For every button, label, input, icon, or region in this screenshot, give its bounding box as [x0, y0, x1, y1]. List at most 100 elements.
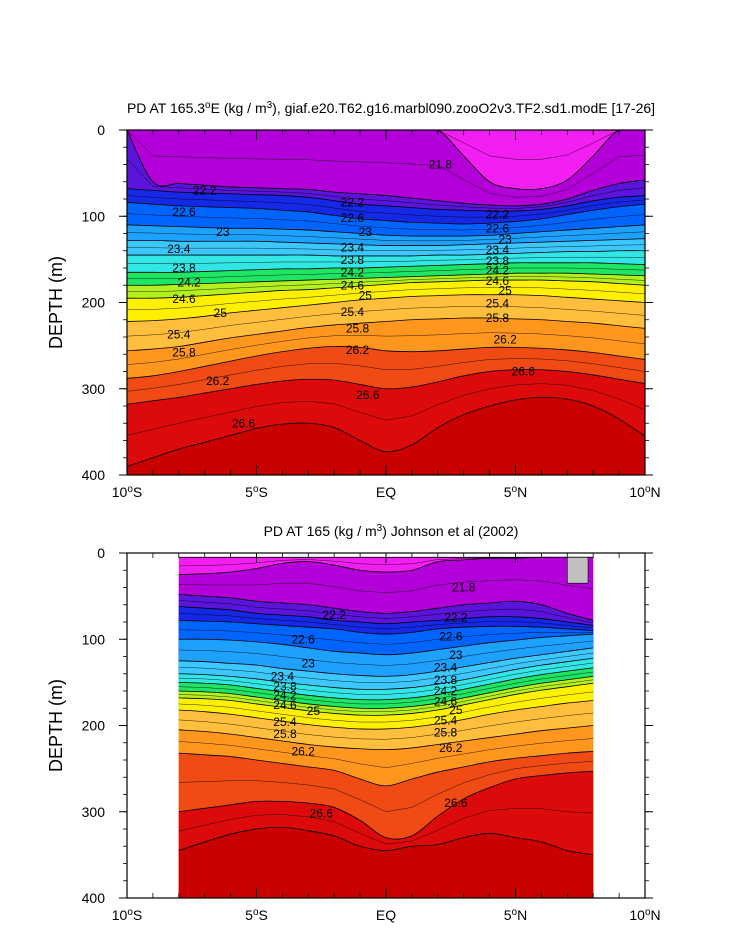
- contour-label: 22.6: [439, 630, 463, 644]
- contour-line-21.8: [178, 556, 594, 575]
- x-tick-label: 10oN: [629, 484, 660, 501]
- contour-line-21.8: [127, 130, 645, 191]
- contour-label: 23: [498, 233, 512, 247]
- contour-midline: [127, 358, 645, 392]
- contour-midline: [127, 130, 645, 160]
- x-tick-label: 5oS: [245, 484, 268, 501]
- y-tick-label: 100: [82, 208, 106, 224]
- contour-line-22.4: [127, 202, 645, 225]
- contour-fill-26.8: [127, 397, 645, 475]
- contour-label: 26.2: [206, 374, 230, 388]
- contour-label: 25.4: [434, 713, 458, 727]
- chart-title: PD AT 165 (kg / m3) Johnson et al (2002): [264, 523, 519, 540]
- contour-label: 22.6: [486, 221, 510, 235]
- contour-label: 26.2: [346, 343, 370, 357]
- contour-midline: [178, 640, 594, 666]
- contour-line-26.2: [178, 750, 594, 787]
- contour-midline: [178, 738, 594, 769]
- contour-line-24: [178, 667, 594, 701]
- x-tick-label: EQ: [376, 484, 396, 500]
- contour-midline: [178, 600, 594, 624]
- contour-line-24.8: [127, 279, 645, 299]
- contour-label: 25.8: [172, 346, 196, 360]
- contour-line-22: [178, 594, 594, 621]
- y-tick-label: 0: [97, 545, 105, 561]
- contour-label: 25.8: [434, 725, 458, 739]
- contour-labels: 21.822.222.62323.423.824.224.62525.425.8…: [167, 158, 535, 431]
- contour-label: 25: [307, 704, 321, 718]
- contour-label: 21.8: [429, 158, 453, 172]
- contour-midline: [178, 671, 594, 705]
- contour-label: 26.6: [512, 365, 536, 379]
- contour-label: 22.2: [486, 208, 510, 222]
- panel-1: 21.822.222.62323.423.824.224.62525.425.8…: [46, 100, 661, 501]
- contour-label: 23: [216, 225, 230, 239]
- contour-midline: [127, 267, 645, 280]
- contour-label: 25.4: [273, 715, 297, 729]
- contour-label: 21.8: [452, 581, 476, 595]
- contour-label: 25: [359, 289, 373, 303]
- contour-label: 25.4: [341, 305, 365, 319]
- x-tick-label: 10oS: [112, 484, 142, 501]
- contour-line-22.2: [127, 188, 645, 212]
- contour-label: 25.4: [486, 296, 510, 310]
- x-tick-label: 5oN: [504, 484, 527, 501]
- contour-midline: [178, 712, 594, 740]
- y-tick-label: 400: [82, 467, 106, 483]
- contour-label: 26.2: [493, 333, 517, 347]
- contour-label: 23.4: [271, 669, 295, 683]
- contour-label: 26.6: [356, 388, 380, 402]
- contour-label: 23: [359, 225, 373, 239]
- contour-label: 26.6: [232, 416, 256, 430]
- contour-midline: [127, 159, 645, 209]
- contour-label: 23.8: [172, 261, 196, 275]
- contour-label: 25.8: [346, 321, 370, 335]
- contour-label: 24.2: [434, 684, 458, 698]
- contour-label: 24.6: [434, 694, 458, 708]
- missing-data-patch: [566, 557, 589, 584]
- contour-label: 25: [214, 306, 228, 320]
- contour-label: 24.6: [486, 274, 510, 288]
- contour-midline: [178, 629, 594, 645]
- contour-label: 23.4: [486, 243, 510, 257]
- y-tick-label: 200: [82, 295, 106, 311]
- contour-midline: [178, 679, 594, 712]
- x-tick-label: 5oS: [245, 907, 268, 924]
- contour-line-26.6: [178, 770, 594, 840]
- contour-label: 22.6: [291, 632, 315, 646]
- contour-line-25.2: [127, 294, 645, 322]
- contour-label: 22.6: [172, 205, 196, 219]
- contour-fill-26.8: [178, 827, 594, 898]
- contour-label: 24.6: [273, 698, 297, 712]
- chart-title: PD AT 165.3oE (kg / m3), giaf.e20.T62.g1…: [127, 100, 655, 117]
- contour-line-26.8: [127, 396, 645, 467]
- contour-label: 25: [498, 283, 512, 297]
- x-tick-label: 10oS: [112, 907, 142, 924]
- contour-line-25.8: [127, 317, 645, 352]
- contour-label: 22.2: [341, 195, 365, 209]
- contour-midline: [178, 761, 594, 813]
- contour-label: 25: [449, 703, 463, 717]
- contour-midline: [178, 662, 594, 695]
- contour-label: 24.2: [177, 276, 201, 290]
- contour-label: 25.4: [167, 327, 191, 341]
- contour-line-22.8: [178, 633, 594, 656]
- contour-label: 23.8: [434, 673, 458, 687]
- contour-label: 24.2: [273, 688, 297, 702]
- x-tick-label: 5oN: [504, 907, 527, 924]
- contour-midline: [127, 332, 645, 365]
- contour-label: 25.8: [273, 727, 297, 741]
- y-axis-label: DEPTH (m): [46, 679, 66, 772]
- contour-label: 22.2: [193, 183, 217, 197]
- contour-label: 22.2: [323, 608, 347, 622]
- contour-midline: [127, 213, 645, 231]
- contour-line-22.2: [178, 606, 594, 626]
- contour-label: 24.6: [172, 292, 196, 306]
- contour-label: 26.2: [291, 744, 315, 758]
- contour-midline: [127, 244, 645, 251]
- y-tick-label: 0: [97, 122, 105, 138]
- axis-ticks: 10oS 5oS EQ 5oN 10oN 0 100 200 300 400: [82, 545, 661, 923]
- contour-line-24.4: [178, 675, 594, 709]
- contour-label: 23.4: [341, 240, 365, 254]
